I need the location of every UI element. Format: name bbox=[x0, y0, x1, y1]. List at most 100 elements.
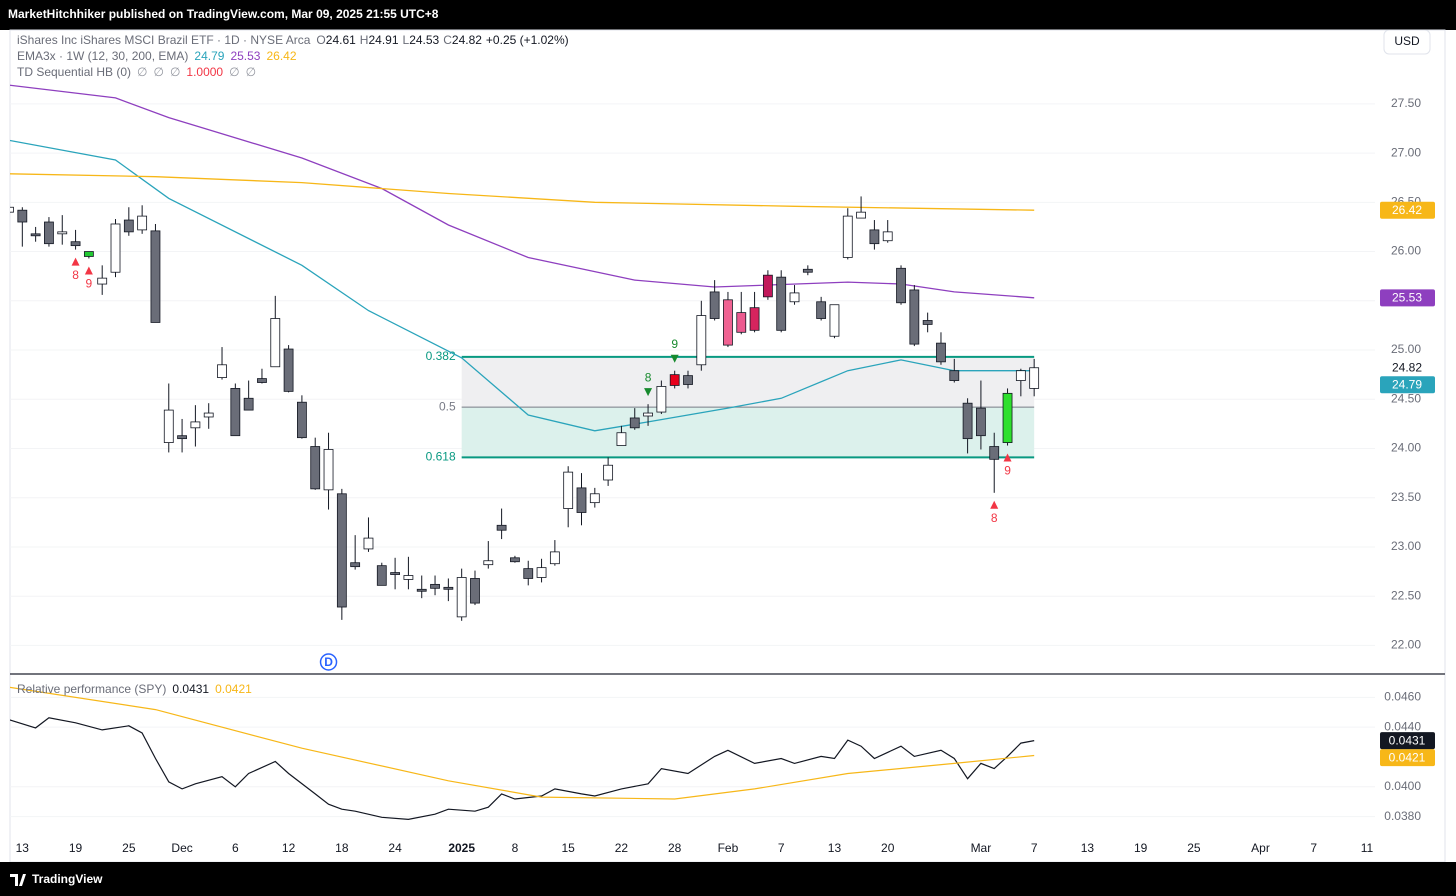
fib-label: 0.5 bbox=[439, 399, 456, 413]
series-line bbox=[10, 173, 1035, 211]
candle-body bbox=[470, 578, 480, 604]
x-tick-label: 7 bbox=[778, 841, 785, 855]
td-value: 1.0000 bbox=[186, 65, 223, 79]
candle-body bbox=[310, 446, 321, 490]
footer-text: TradingView bbox=[32, 872, 103, 886]
currency-button[interactable] bbox=[1383, 29, 1431, 55]
logo-icon bbox=[10, 874, 26, 886]
rel-value: 0.0431 bbox=[172, 682, 209, 696]
y-tick-label: 0.0440 bbox=[1384, 719, 1421, 733]
candle-body bbox=[669, 374, 680, 386]
candle-body bbox=[749, 307, 760, 331]
x-tick-label: 12 bbox=[282, 841, 296, 855]
td-value: ∅ bbox=[137, 65, 147, 79]
candle-body bbox=[829, 304, 840, 337]
legend-main: iShares Inc iShares MSCI Brazil ETF · 1D… bbox=[17, 33, 569, 47]
candle-body bbox=[70, 241, 81, 247]
x-tick-label: 20 bbox=[881, 841, 895, 855]
td-arrow bbox=[670, 354, 679, 363]
candle-body bbox=[510, 557, 520, 563]
price-tag-label: 26.42 bbox=[1392, 203, 1422, 217]
legend-td: TD Sequential HB (0) ∅ ∅ ∅ 1.0000 ∅ ∅ bbox=[17, 65, 256, 79]
candle-body bbox=[203, 412, 214, 418]
relative-pane bbox=[10, 686, 1375, 821]
fib-label: 0.382 bbox=[426, 349, 456, 363]
candle-body bbox=[336, 493, 347, 608]
ema-title: EMA3x · 1W (12, 30, 200, EMA) bbox=[17, 49, 188, 63]
td-value: ∅ bbox=[170, 65, 180, 79]
candle-body bbox=[44, 221, 54, 245]
candle-body bbox=[589, 493, 600, 504]
td-arrow bbox=[990, 500, 999, 509]
ema-value: 24.79 bbox=[194, 49, 224, 63]
legend-rel: Relative performance (SPY) 0.0431 0.0421 bbox=[17, 682, 252, 696]
candle-body bbox=[549, 551, 560, 565]
x-tick-label: 19 bbox=[1134, 841, 1148, 855]
y-tick-label: 23.00 bbox=[1391, 539, 1421, 553]
candle-body bbox=[350, 562, 361, 568]
candle-body bbox=[57, 231, 68, 235]
fib-label: 0.618 bbox=[426, 450, 456, 464]
x-tick-label: 13 bbox=[1081, 841, 1095, 855]
candle-body bbox=[443, 586, 454, 590]
candle-body bbox=[736, 312, 747, 333]
candle-body bbox=[629, 417, 640, 429]
candle-body bbox=[283, 348, 294, 392]
price-tag bbox=[1380, 376, 1435, 394]
header-bar bbox=[0, 0, 1456, 30]
currency-label[interactable]: USD bbox=[1394, 34, 1420, 48]
candle-body bbox=[696, 315, 707, 366]
symbol-title: iShares Inc iShares MSCI Brazil ETF · 1D… bbox=[17, 33, 311, 47]
axes: 22.0022.5023.0023.5024.0024.5025.0025.50… bbox=[16, 96, 1435, 855]
x-tick-label: 28 bbox=[668, 841, 682, 855]
x-tick-label: Feb bbox=[718, 841, 739, 855]
price-tag bbox=[1380, 201, 1435, 219]
candle-body bbox=[882, 231, 893, 242]
x-tick-label: 22 bbox=[615, 841, 629, 855]
candle-body bbox=[962, 402, 973, 440]
candle-body bbox=[430, 583, 440, 589]
candle-body bbox=[842, 215, 853, 258]
candle-body bbox=[576, 487, 587, 513]
candle-body bbox=[496, 524, 507, 531]
high-value: 24.91 bbox=[368, 33, 398, 47]
x-tick-label: Mar bbox=[971, 841, 992, 855]
x-tick-label: Dec bbox=[171, 841, 192, 855]
candle-body bbox=[1015, 370, 1026, 381]
close-label: C bbox=[443, 33, 452, 47]
dividend-label: D bbox=[324, 655, 333, 669]
y-tick-label: 27.50 bbox=[1391, 96, 1421, 110]
price-tag-label: 0.0421 bbox=[1389, 750, 1426, 764]
candle-body bbox=[270, 318, 281, 368]
y-tick-label: 0.0400 bbox=[1384, 779, 1421, 793]
x-tick-label: 13 bbox=[16, 841, 30, 855]
candle-body bbox=[776, 276, 787, 331]
low-label: L bbox=[403, 33, 410, 47]
x-tick-label: 7 bbox=[1031, 841, 1038, 855]
fib-zone bbox=[461, 407, 1035, 458]
y-tick-label: 24.00 bbox=[1391, 441, 1421, 455]
candle-body bbox=[789, 292, 800, 303]
candle-body bbox=[17, 209, 28, 223]
candle-body bbox=[603, 464, 614, 481]
price-tag bbox=[1380, 289, 1435, 307]
rel-value: 0.0421 bbox=[215, 682, 252, 696]
candle-body bbox=[683, 375, 693, 385]
y-tick-label: 0.0460 bbox=[1384, 690, 1421, 704]
low-value: 24.53 bbox=[409, 33, 439, 47]
candle-body bbox=[230, 388, 241, 437]
candle-body bbox=[869, 229, 880, 245]
td-label: 9 bbox=[1004, 464, 1011, 478]
high-label: H bbox=[360, 33, 369, 47]
price-tag-label: 24.82 bbox=[1392, 360, 1422, 374]
x-tick-label: 11 bbox=[1361, 841, 1374, 855]
candle-body bbox=[110, 223, 121, 273]
candle-body bbox=[297, 401, 307, 439]
fib-zone bbox=[461, 356, 1035, 408]
y-tick-label: 24.50 bbox=[1391, 391, 1421, 405]
candle-body bbox=[816, 301, 827, 319]
candle-body bbox=[976, 407, 986, 437]
ema-value: 26.42 bbox=[266, 49, 296, 63]
candle-body bbox=[390, 572, 401, 575]
